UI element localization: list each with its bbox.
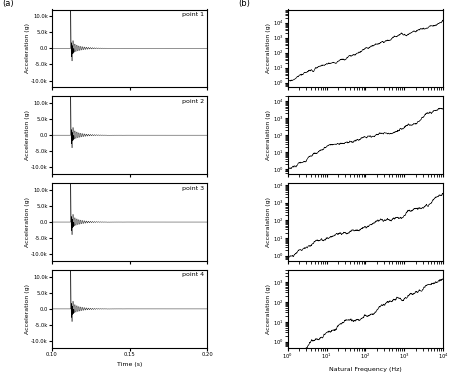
Y-axis label: Acceralation (g): Acceralation (g) [266,284,271,334]
Y-axis label: Acceleration (g): Acceleration (g) [25,284,30,334]
Text: (b): (b) [238,0,249,8]
Y-axis label: Acceralation (g): Acceralation (g) [266,110,271,160]
Text: point 2: point 2 [181,99,203,104]
Y-axis label: Acceralation (g): Acceralation (g) [266,197,271,247]
Y-axis label: Acceleration (g): Acceleration (g) [25,197,30,247]
X-axis label: Natural Frequency (Hz): Natural Frequency (Hz) [328,367,401,372]
Y-axis label: Acceleration (g): Acceleration (g) [25,110,30,160]
Text: (a): (a) [2,0,14,8]
Text: point 4: point 4 [181,272,203,277]
Y-axis label: Acceleration (g): Acceleration (g) [25,23,30,73]
Text: point 3: point 3 [181,185,203,191]
Text: point 1: point 1 [182,12,203,17]
Y-axis label: Acceralation (g): Acceralation (g) [266,23,271,73]
X-axis label: Time (s): Time (s) [117,363,142,367]
